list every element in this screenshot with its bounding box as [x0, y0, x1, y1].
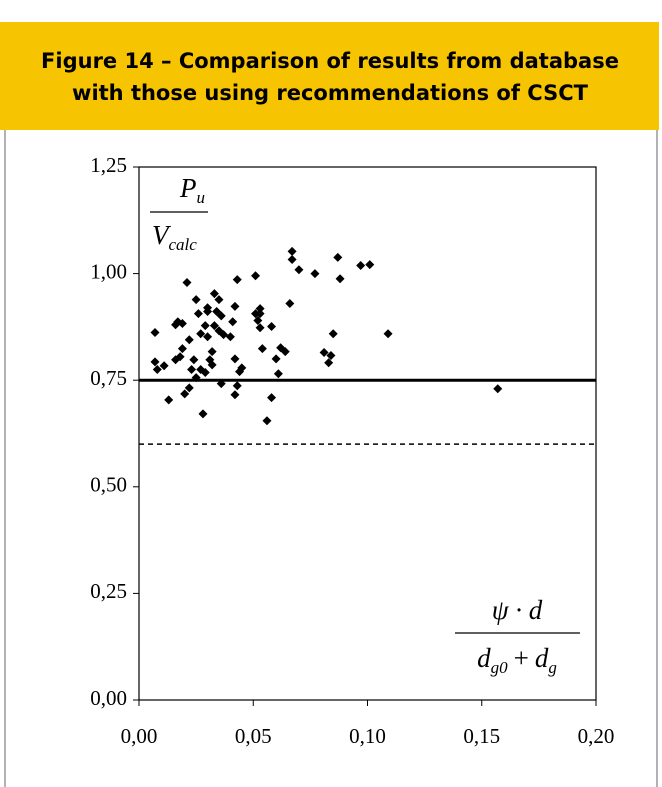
data-point — [232, 381, 242, 391]
data-point — [184, 335, 194, 345]
data-point — [150, 357, 160, 367]
data-point — [225, 332, 235, 342]
data-point — [328, 329, 338, 339]
y-tick-label: 0,75 — [90, 366, 127, 390]
data-point — [255, 323, 265, 333]
data-point — [209, 321, 219, 331]
data-point — [214, 295, 224, 305]
data-point — [493, 384, 503, 394]
data-point — [230, 354, 240, 364]
data-point — [294, 265, 304, 275]
data-point — [203, 332, 213, 342]
data-point — [310, 269, 320, 279]
x-label-part: + — [514, 643, 529, 673]
data-point — [280, 347, 290, 357]
data-point — [191, 295, 201, 305]
data-point — [200, 321, 210, 331]
y-tick-label: 1,25 — [90, 153, 127, 177]
title-line: Figure 14 – Comparison of results from d… — [41, 49, 619, 73]
data-point — [159, 361, 169, 371]
data-point — [262, 416, 272, 426]
x-tick-label: 0,20 — [578, 724, 615, 748]
data-point — [335, 274, 345, 284]
y-label-part: V — [152, 220, 172, 250]
data-point — [324, 358, 334, 368]
data-point — [253, 316, 263, 326]
x-tick-label: 0,15 — [463, 724, 500, 748]
data-point — [175, 352, 185, 362]
y-tick-label: 0,25 — [90, 579, 127, 603]
y-label-part: u — [197, 188, 206, 207]
data-point — [255, 309, 265, 319]
data-point — [219, 330, 229, 340]
data-point — [333, 252, 343, 262]
data-point — [196, 329, 206, 339]
data-point — [203, 307, 213, 317]
x-label-part: d — [535, 643, 549, 673]
title-banner — [0, 22, 659, 130]
y-label-part: P — [179, 173, 197, 203]
data-point — [232, 275, 242, 285]
x-tick-label: 0,10 — [349, 724, 386, 748]
data-point — [285, 298, 295, 308]
y-label-num: Pu — [179, 173, 205, 207]
data-point — [207, 347, 217, 357]
data-point — [191, 373, 201, 383]
data-point — [251, 309, 261, 319]
data-point — [180, 389, 190, 399]
data-point — [152, 365, 162, 375]
data-point — [383, 329, 393, 339]
data-point — [150, 327, 160, 337]
data-point — [193, 309, 203, 319]
data-point — [326, 350, 336, 360]
title-line: with those using recommendations of CSCT — [72, 81, 589, 105]
data-point — [287, 255, 297, 265]
data-point — [271, 354, 281, 364]
x-label-part: g — [548, 658, 557, 677]
data-point — [177, 318, 187, 328]
y-tick-label: 0,50 — [90, 473, 127, 497]
data-point — [319, 347, 329, 357]
data-point — [251, 271, 261, 281]
data-point — [182, 278, 192, 288]
x-tick-label: 0,00 — [121, 724, 158, 748]
data-point — [287, 246, 297, 256]
x-label-part: g0 — [491, 658, 509, 677]
data-point — [184, 383, 194, 393]
y-label-den: Vcalc — [152, 220, 197, 254]
data-point — [228, 317, 238, 327]
data-point — [273, 369, 283, 379]
data-point — [189, 355, 199, 365]
data-point — [212, 307, 222, 317]
x-tick-label: 0,05 — [235, 724, 272, 748]
data-point — [230, 390, 240, 400]
data-point — [164, 395, 174, 405]
data-point — [177, 344, 187, 354]
data-point — [209, 289, 219, 299]
data-point — [356, 260, 366, 270]
data-point — [237, 363, 247, 373]
y-label-part: calc — [169, 235, 198, 254]
x-label-part: d — [477, 643, 491, 673]
data-point — [200, 368, 210, 378]
data-point — [267, 321, 277, 331]
data-point — [216, 379, 226, 389]
data-point — [255, 304, 265, 314]
data-point — [198, 409, 208, 419]
y-tick-label: 0,00 — [90, 686, 127, 710]
data-point — [267, 393, 277, 403]
y-tick-label: 1,00 — [90, 259, 127, 283]
x-label-den: dg0 + dg — [477, 643, 557, 677]
data-point — [365, 260, 375, 270]
x-label-num: ψ · d — [492, 595, 543, 625]
data-point — [187, 365, 197, 375]
data-point — [207, 360, 217, 370]
data-point — [257, 344, 267, 354]
data-point — [230, 301, 240, 311]
